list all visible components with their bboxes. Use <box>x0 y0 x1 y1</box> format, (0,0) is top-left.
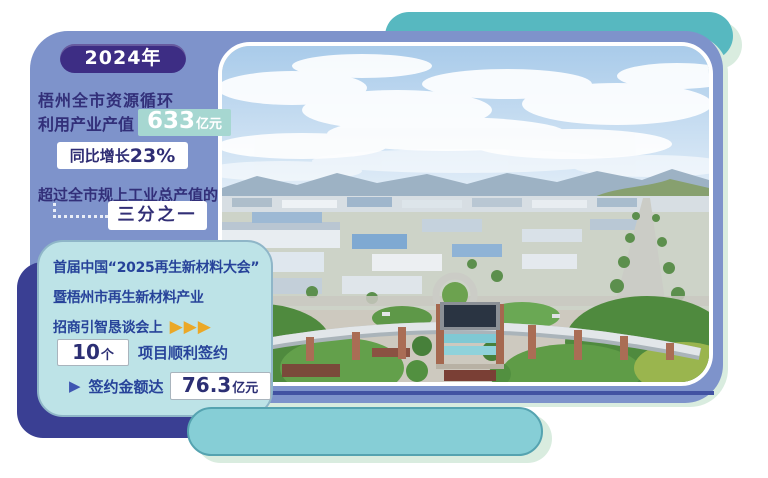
amount-value: 76.3 <box>181 373 232 397</box>
triple-arrow-icon: ▶▶▶ <box>169 317 212 337</box>
amount-row: ▶ 签约金额达 76.3 亿元 <box>69 372 271 400</box>
dotted-connector-horizontal <box>53 215 108 218</box>
year-badge: 2024年 <box>60 44 186 73</box>
growth-value: 23% <box>129 144 176 167</box>
fraction-box: 三分之一 <box>108 201 207 230</box>
projects-label: 项目顺利签约 <box>138 344 229 362</box>
projects-count-unit: 个 <box>100 348 114 363</box>
share-line: 超过全市规上工业总产值的 <box>38 186 219 204</box>
output-label: 利用产业产值 <box>38 114 135 134</box>
amount-unit: 亿元 <box>232 381 259 396</box>
amount-label: 签约金额达 <box>88 377 164 396</box>
growth-box: 同比增长 23% <box>57 142 188 169</box>
intro-line: 梧州全市资源循环 <box>38 91 175 110</box>
projects-count: 10 <box>72 340 100 364</box>
frame-accent-line <box>252 391 714 395</box>
event-title-line3-text: 招商引智恳谈会上 <box>53 320 163 336</box>
output-unit: 亿元 <box>196 117 223 132</box>
bullet-arrow-icon: ▶ <box>69 376 81 395</box>
output-value-row: 利用产业产值 633 亿元 <box>38 108 232 136</box>
output-value: 633 <box>147 108 196 134</box>
event-title-line2: 暨梧州市再生新材料产业 <box>53 290 204 306</box>
growth-prefix: 同比增长 <box>69 147 130 165</box>
event-panel: 首届中国“2025再生新材料大会” 暨梧州市再生新材料产业 招商引智恳谈会上 ▶… <box>37 240 273 417</box>
projects-row: 10 个 项目顺利签约 <box>57 339 228 366</box>
aerial-photo <box>218 42 713 386</box>
event-title-line1: 首届中国“2025再生新材料大会” <box>53 260 260 276</box>
output-value-box: 633 亿元 <box>138 108 232 136</box>
aerial-photo-illustration <box>222 46 709 382</box>
stand-bar <box>187 407 543 456</box>
event-title-line3: 招商引智恳谈会上 ▶▶▶ <box>53 317 212 337</box>
amount-value-box: 76.3 亿元 <box>169 372 271 400</box>
projects-count-box: 10 个 <box>57 339 129 366</box>
dotted-connector-vertical <box>53 203 56 218</box>
